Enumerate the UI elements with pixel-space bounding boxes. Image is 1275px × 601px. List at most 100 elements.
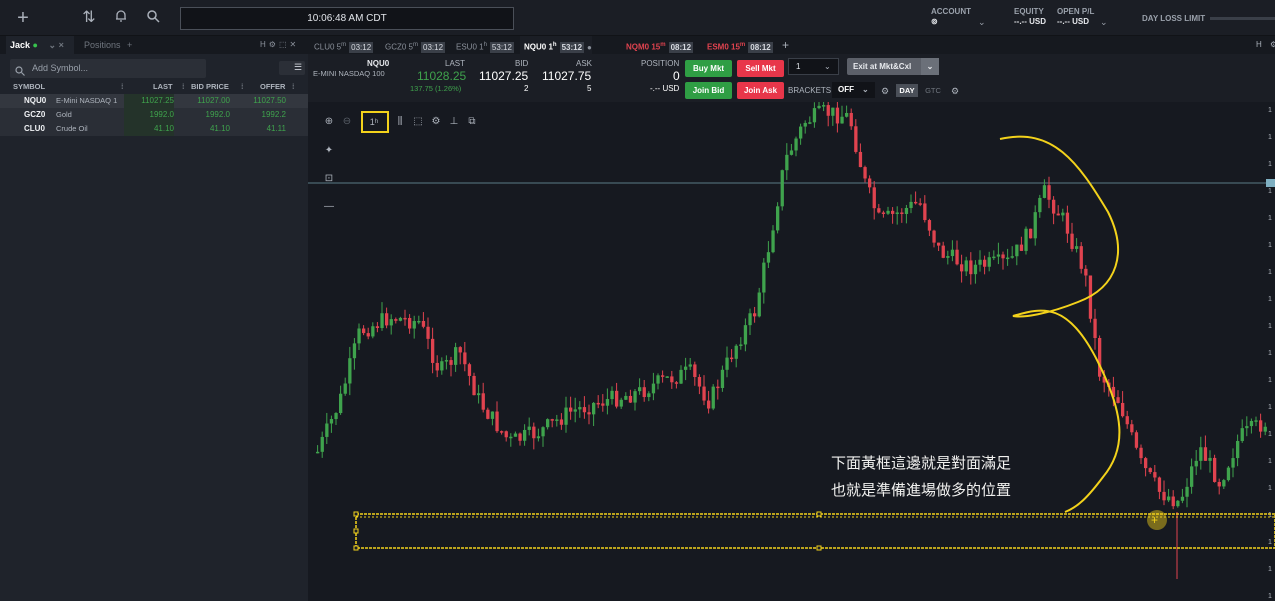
axis-tick: 1: [1268, 215, 1272, 222]
sort-arrows-icon[interactable]: ⇅: [82, 9, 96, 26]
name-cell: E-Mini NASDAQ 1: [56, 96, 118, 105]
col-last[interactable]: LAST: [153, 82, 173, 91]
candle-body: [812, 108, 817, 123]
resize-handle[interactable]: [816, 545, 822, 551]
resize-handle[interactable]: [353, 528, 359, 534]
close-icon[interactable]: ×: [58, 40, 64, 50]
candle-body: [1208, 457, 1212, 461]
chart-tab[interactable]: CLU0 5m 03:12: [310, 36, 374, 54]
candle-body: [1001, 254, 1005, 259]
candle-body: [541, 427, 545, 437]
settings-icon[interactable]: ⚙: [1270, 40, 1275, 49]
resize-handle[interactable]: [353, 545, 359, 551]
chart-tab[interactable]: NQM0 15m 08:12: [622, 36, 694, 54]
chart-tab[interactable]: ESU0 1h 53:12: [452, 36, 514, 54]
candle-body: [964, 260, 968, 272]
chevron-down-icon[interactable]: ⌄: [978, 17, 986, 27]
candle-body: [1075, 246, 1079, 249]
resize-handle[interactable]: [353, 511, 359, 517]
gear-icon[interactable]: ⚙: [431, 116, 441, 127]
list-view-toggle[interactable]: ☰: [279, 61, 305, 75]
zoom-out-icon[interactable]: ⊖: [342, 116, 352, 127]
candle-body: [642, 387, 646, 398]
axis-tick: 1: [1268, 107, 1272, 114]
chart-tab[interactable]: ESM0 15m 08:12: [703, 36, 773, 54]
exit-dropdown[interactable]: Exit at Mkt&Cxl ⌄: [847, 58, 939, 75]
candlestick-chart-canvas[interactable]: 1 1 1 1 1 1 1 1 1 1 1 1 1 1 1 1 1 1 1 + 下面黃框這邊就是對面滿足也就是準備進場做…: [308, 93, 1275, 601]
candle-body: [518, 433, 522, 441]
col-offer[interactable]: OFFER: [260, 82, 286, 91]
equity-box: EQUITY --.-- USD: [1014, 7, 1046, 26]
candle-body: [426, 326, 430, 339]
chart-tab-timer: 03:12: [349, 41, 374, 53]
join-bid-button[interactable]: Join Bid: [685, 82, 732, 99]
chevron-down-icon[interactable]: ⌄: [824, 62, 831, 71]
quantity-value: 1: [796, 62, 801, 71]
close-tab-icon[interactable]: ●: [587, 42, 592, 52]
chart-tab-interval-unit: m: [660, 42, 666, 48]
candle-body: [550, 419, 554, 421]
add-tab-icon[interactable]: +: [127, 40, 133, 50]
chart-tab[interactable]: NQU0 1h 53:12 ●: [520, 36, 592, 54]
candle-body: [495, 411, 499, 432]
panel-controls-icon[interactable]: H⚙⬚✕: [260, 40, 300, 49]
chevron-down-icon[interactable]: ⌄: [1100, 17, 1108, 27]
candle-body: [573, 409, 577, 412]
table-row[interactable]: NQU0 E-Mini NASDAQ 1 11027.25 11027.00 11027…: [0, 94, 308, 108]
candle-body: [463, 352, 467, 365]
candle-body: [647, 393, 651, 398]
candle-body: [734, 345, 738, 359]
gear-icon[interactable]: ⚙: [881, 86, 890, 96]
tab-positions[interactable]: Positions +: [80, 36, 136, 54]
chart-tab-symbol: ESU0 1: [456, 42, 484, 52]
candle-body: [394, 319, 398, 321]
bell-icon[interactable]: [112, 9, 130, 27]
line-tool-icon[interactable]: —: [324, 201, 334, 212]
select-area-icon[interactable]: ⬚: [413, 116, 423, 127]
resize-handle[interactable]: [816, 511, 822, 517]
exit-button-label[interactable]: Exit at Mkt&Cxl: [853, 62, 912, 71]
add-icon[interactable]: +: [17, 7, 29, 29]
chevron-down-icon[interactable]: ⌄: [921, 58, 939, 75]
price-chart[interactable]: 1 1 1 1 1 1 1 1 1 1 1 1 1 1 1 1 1 1 1 + 下面黃框這邊就是對面滿足 也就是準備進場做…: [308, 93, 1275, 601]
col-bid[interactable]: BID PRICE: [191, 82, 229, 91]
panel-h-icon[interactable]: H: [1256, 40, 1262, 49]
bid-cell: 41.10: [209, 124, 230, 133]
candle-type-icon[interactable]: ⫼: [397, 116, 403, 127]
table-row[interactable]: GCZ0 Gold 1992.0 1992.0 1992.2: [0, 108, 308, 122]
search-icon[interactable]: [144, 9, 162, 27]
tif-gtc-button[interactable]: GTC: [925, 86, 941, 95]
gear-icon[interactable]: ⚙: [951, 86, 960, 96]
tab-watchlist[interactable]: Jack ● ⌄ ×: [6, 36, 74, 54]
chevron-down-icon[interactable]: ⌄: [862, 85, 869, 94]
name-cell: Gold: [56, 110, 72, 119]
col-divider: ⁞: [241, 82, 244, 91]
box-drawing-icon[interactable]: ⊡: [324, 173, 334, 184]
indicators-icon[interactable]: ⊥: [449, 116, 459, 127]
tif-day-button[interactable]: DAY: [896, 84, 918, 97]
sell-market-button[interactable]: Sell Mkt: [737, 60, 784, 77]
freehand-annotation[interactable]: [999, 135, 1121, 513]
buy-market-button[interactable]: Buy Mkt: [685, 60, 732, 77]
candle-body: [927, 220, 932, 231]
add-chart-tab-icon[interactable]: +: [782, 38, 790, 52]
support-zone-box[interactable]: [355, 513, 1275, 549]
chevron-down-icon[interactable]: ⌄: [48, 40, 57, 50]
chart-tab-symbol: NQU0 1: [524, 42, 553, 52]
chart-tab-timer: 03:12: [421, 41, 446, 53]
table-row[interactable]: CLU0 Crude Oil 41.10 41.10 41.11: [0, 122, 308, 136]
axis-tick: 1: [1268, 485, 1272, 492]
join-ask-button[interactable]: Join Ask: [737, 82, 784, 99]
zoom-in-icon[interactable]: ⊕: [324, 116, 334, 127]
day-loss-slider[interactable]: [1210, 17, 1275, 20]
layers-icon[interactable]: ⧉: [468, 116, 476, 127]
interval-1h-icon[interactable]: 1ʰ: [369, 117, 379, 127]
search-input[interactable]: Add Symbol...: [10, 59, 206, 78]
col-symbol[interactable]: SYMBOL: [13, 82, 46, 91]
brackets-select[interactable]: OFF ⌄: [832, 82, 875, 98]
quantity-input[interactable]: 1 ⌄: [788, 58, 839, 75]
chart-tab[interactable]: GCZ0 5m 03:12: [381, 36, 446, 54]
account-selector[interactable]: ACCOUNT ⊚: [931, 7, 971, 26]
candle-body: [339, 393, 343, 414]
crosshair-icon[interactable]: ✦: [324, 145, 334, 156]
